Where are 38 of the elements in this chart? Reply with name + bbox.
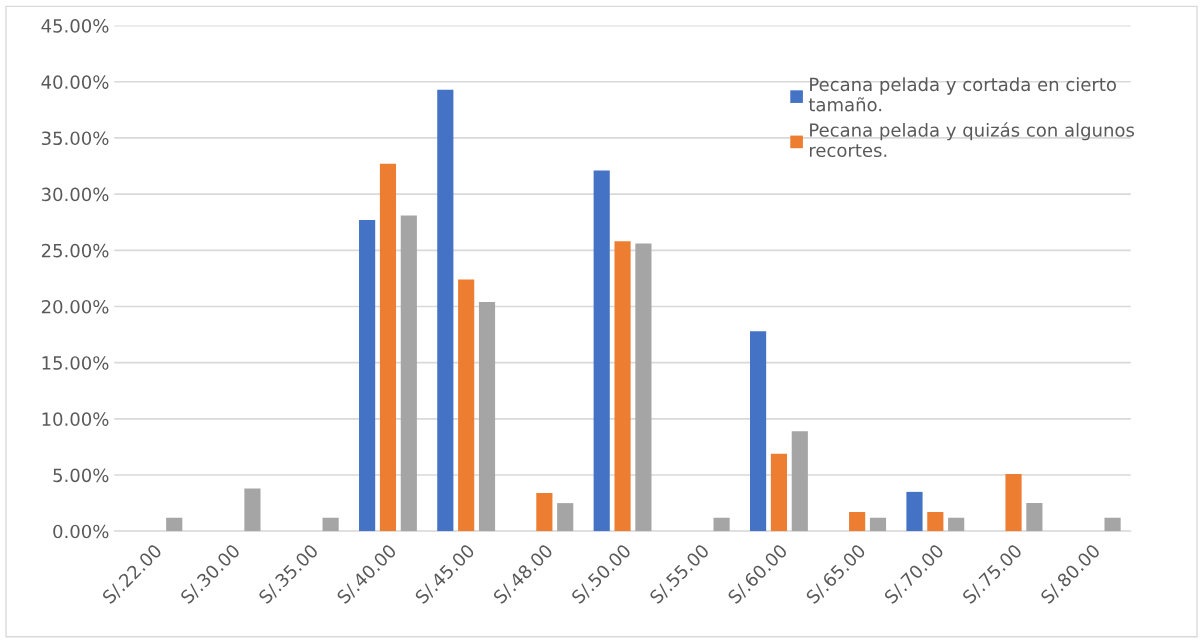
y-tick-label: 35.00%: [41, 131, 109, 146]
bar: [1005, 473, 1022, 532]
bar: [1026, 503, 1043, 532]
bar: [400, 215, 417, 532]
bar: [166, 517, 183, 532]
bar: [770, 453, 788, 532]
bar: [948, 517, 965, 532]
bar: [927, 512, 944, 532]
y-tick-label: 10.00%: [42, 412, 109, 426]
bar: [713, 517, 730, 532]
y-tick-label: 0.00%: [53, 524, 109, 539]
bar: [906, 491, 923, 532]
bar: [593, 170, 610, 532]
bar: [791, 431, 808, 532]
bar: [869, 517, 887, 532]
bar: [750, 331, 767, 532]
y-tick-label: 20.00%: [41, 299, 109, 314]
bar: [322, 517, 339, 532]
y-tick-label: 15.00%: [42, 356, 109, 370]
bar: [635, 243, 652, 532]
bar: [244, 488, 261, 532]
bar: [379, 163, 397, 532]
legend-label: Pecana pelada y quizás con algunos recortes.: [809, 122, 1135, 158]
bar: [359, 219, 376, 532]
y-tick-label: 40.00%: [41, 75, 109, 89]
bar: [1104, 517, 1121, 532]
y-tick-label: 30.00%: [41, 187, 109, 202]
y-tick-label: 45.00%: [41, 19, 109, 33]
y-tick-label: 5.00%: [53, 468, 109, 483]
bar: [849, 512, 866, 532]
bar: [557, 503, 574, 532]
bar: [478, 301, 496, 532]
bar: [536, 493, 553, 532]
legend-label: Pecana pelada y cortada en cierto tamaño.: [808, 77, 1116, 112]
y-tick-label: 25.00%: [41, 243, 109, 258]
bar: [458, 279, 475, 532]
bar: [437, 89, 454, 532]
bar: [614, 241, 631, 532]
